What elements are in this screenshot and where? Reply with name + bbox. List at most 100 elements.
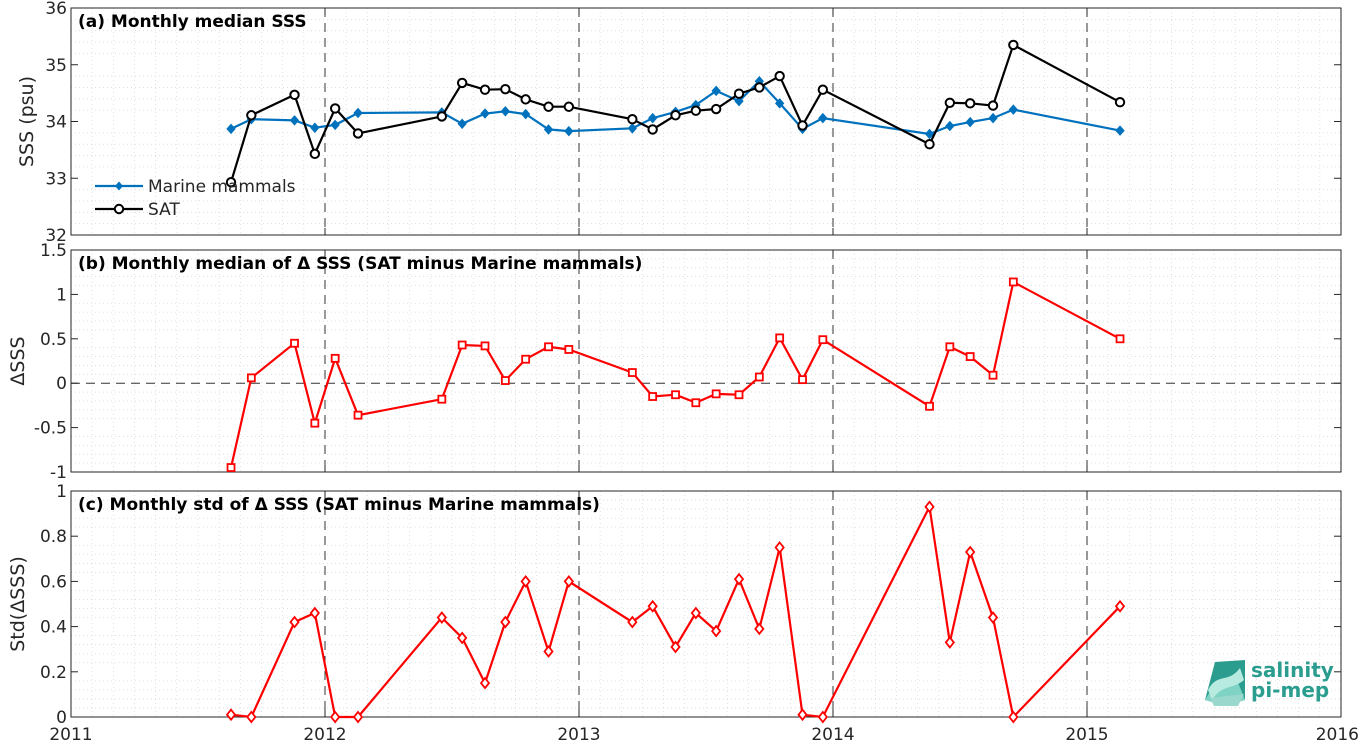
data-point <box>774 541 785 554</box>
data-point <box>734 390 744 400</box>
data-point <box>246 710 257 724</box>
x-tick-label: 2014 <box>811 725 854 745</box>
data-point <box>521 354 531 364</box>
y-tick-label: 33 <box>45 169 67 189</box>
panel-title: (c) Monthly std of Δ SSS (SAT minus Mari… <box>78 495 600 515</box>
data-point <box>225 177 237 188</box>
data-point <box>945 120 955 132</box>
data-point <box>564 125 574 137</box>
data-point <box>671 390 680 400</box>
data-point <box>987 611 999 625</box>
y-axis-label: SSS (psu) <box>16 76 38 167</box>
data-point <box>627 368 637 377</box>
x-tick-label: 2011 <box>49 725 92 745</box>
data-point <box>436 111 448 122</box>
data-point <box>436 611 447 625</box>
data-point <box>500 376 510 385</box>
series-sat <box>225 39 1126 188</box>
data-point <box>648 392 658 401</box>
data-point <box>647 112 658 124</box>
data-point <box>289 115 300 126</box>
data-point <box>543 645 554 658</box>
y-axis-label: ΔSSS <box>7 336 29 385</box>
data-point <box>924 128 935 140</box>
data-point <box>944 97 956 108</box>
data-point <box>627 615 638 629</box>
data-point <box>647 124 658 135</box>
data-point <box>965 116 975 128</box>
data-point <box>543 124 554 135</box>
data-point <box>988 370 998 380</box>
data-point <box>563 574 574 588</box>
data-point <box>330 353 340 363</box>
data-point <box>690 606 701 620</box>
data-point <box>520 108 531 120</box>
data-point <box>797 120 808 131</box>
axes-box <box>70 490 1342 718</box>
data-point <box>818 112 828 124</box>
data-point <box>520 574 531 588</box>
data-point <box>1008 710 1019 724</box>
data-point <box>1115 334 1125 344</box>
data-point <box>353 410 363 420</box>
data-point <box>246 110 257 121</box>
data-point <box>670 640 681 654</box>
data-point <box>330 119 340 131</box>
data-point <box>500 615 511 629</box>
data-point <box>987 100 999 111</box>
data-point <box>352 128 364 139</box>
x-tick-label: 2015 <box>1065 725 1108 745</box>
data-point <box>754 622 765 636</box>
plot-area <box>71 8 1341 235</box>
data-point <box>246 373 256 383</box>
data-point <box>734 95 744 107</box>
data-point <box>754 372 764 382</box>
data-point <box>225 708 237 722</box>
x-tick-label: 2012 <box>303 725 346 745</box>
data-point <box>710 103 722 115</box>
data-point <box>457 631 468 645</box>
data-point <box>309 148 321 160</box>
data-point <box>290 338 299 348</box>
data-point <box>1008 277 1018 287</box>
y-tick-label: 36 <box>45 0 67 19</box>
panel-c: 0 0.2 0.4 0.6 0.8 1 2011 2012 2013 2014 2015 2016 St… <box>7 482 1359 745</box>
grid <box>71 491 1341 717</box>
series-delta-sss <box>226 277 1125 472</box>
data-point <box>965 352 975 361</box>
data-point <box>564 345 574 354</box>
logo-text-line1: salinity <box>1251 658 1334 682</box>
y-tick-label: 1.5 <box>40 241 67 261</box>
y-tick-label: 0.6 <box>40 572 67 592</box>
data-point <box>500 106 511 117</box>
data-point <box>627 114 638 125</box>
y-axis-label: Std(ΔSSS) <box>7 556 29 652</box>
data-point <box>691 398 701 408</box>
data-point <box>1114 599 1126 613</box>
legend-marker <box>113 203 125 215</box>
y-tick-label: 32 <box>45 226 67 246</box>
data-point <box>352 710 364 724</box>
data-point <box>925 401 934 411</box>
data-point <box>520 94 531 105</box>
y-tick-label: 1 <box>56 285 67 305</box>
grid <box>71 250 1341 472</box>
y-tick-label: 35 <box>45 56 67 76</box>
data-point <box>329 103 341 114</box>
data-point <box>627 123 638 134</box>
data-point <box>733 572 745 586</box>
y-tick-label: 0.4 <box>40 618 67 638</box>
data-point <box>289 615 300 629</box>
data-point <box>500 83 511 95</box>
data-point <box>226 463 236 472</box>
x-tick-label: 2016 <box>1316 725 1359 745</box>
data-point <box>289 89 300 101</box>
data-point <box>754 82 765 93</box>
legend-marker <box>115 181 123 191</box>
data-point <box>733 88 745 99</box>
data-point <box>353 107 363 119</box>
y-tick-label: 0 <box>56 708 67 728</box>
data-point <box>480 341 490 351</box>
data-point <box>309 606 320 620</box>
logo-text-line2: pi-mep <box>1251 678 1329 702</box>
